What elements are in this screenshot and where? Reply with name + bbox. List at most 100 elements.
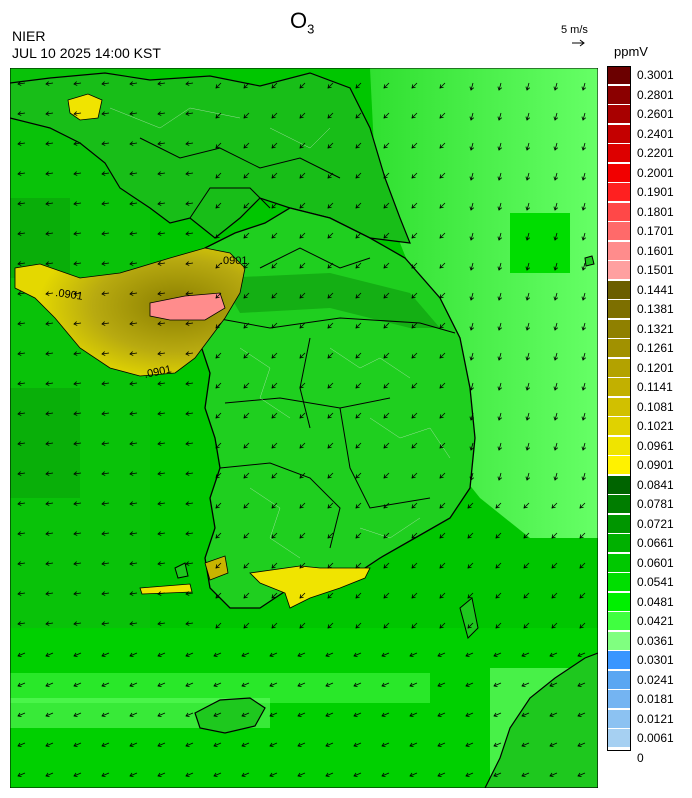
wind-arrowhead: [579, 504, 584, 509]
wind-vector: [269, 712, 278, 717]
wind-arrowhead: [469, 236, 475, 241]
wind-arrowhead: [469, 86, 475, 91]
wind-vector: [554, 442, 558, 451]
wind-vector: [582, 172, 586, 181]
wind-arrowhead: [525, 446, 531, 451]
legend-label: 0.1701: [637, 224, 674, 238]
wind-arrowhead: [45, 411, 50, 416]
wind-arrowhead: [129, 111, 134, 116]
wind-arrowhead: [581, 416, 587, 421]
wind-vector: [73, 442, 82, 445]
wind-vector: [73, 532, 82, 535]
province-boundary: [139, 137, 341, 179]
wind-vector: [185, 712, 194, 717]
wind-vector: [470, 412, 474, 421]
wind-arrowhead: [411, 594, 416, 599]
wind-vector: [470, 202, 474, 211]
wind-vector: [17, 472, 26, 475]
wind-vector: [383, 142, 390, 149]
wind-arrowhead: [243, 204, 248, 209]
wind-arrowhead: [551, 534, 556, 539]
wind-arrowhead: [521, 682, 526, 688]
wind-arrowhead: [437, 742, 442, 748]
wind-vector: [45, 442, 54, 445]
wind-vector: [355, 142, 362, 149]
wind-vector: [299, 232, 306, 239]
wind-vector: [101, 502, 110, 505]
wind-arrowhead: [495, 534, 500, 539]
wind-vector: [129, 562, 138, 565]
wind-vector: [73, 172, 82, 175]
wind-vector: [17, 742, 26, 747]
wind-arrowhead: [327, 264, 332, 269]
legend-label: 0.1081: [637, 399, 674, 414]
wind-arrowhead: [271, 174, 276, 179]
wind-arrowhead: [73, 682, 78, 688]
wind-vector: [157, 562, 166, 565]
wind-vector: [439, 232, 446, 239]
wind-vector: [271, 442, 278, 449]
wind-vector: [73, 502, 82, 505]
wind-arrowhead: [327, 474, 332, 479]
wind-arrowhead: [327, 594, 332, 599]
wind-arrowhead: [17, 321, 22, 326]
wind-arrowhead: [469, 296, 475, 301]
wind-arrowhead: [439, 84, 444, 89]
wind-arrowhead: [129, 531, 134, 536]
wind-arrowhead: [129, 381, 134, 386]
wind-vector: [383, 622, 390, 629]
wind-arrowhead: [553, 86, 559, 91]
wind-vector: [129, 532, 138, 535]
wind-vector: [549, 712, 558, 717]
wind-vector: [17, 112, 26, 115]
wind-vector: [129, 352, 138, 355]
wind-arrowhead: [185, 501, 190, 506]
wind-vector: [45, 322, 54, 325]
wind-vector: [353, 712, 362, 717]
wind-arrowhead: [327, 414, 332, 419]
wind-vector: [157, 652, 166, 657]
wind-arrowhead: [553, 446, 559, 451]
wind-vector: [185, 322, 194, 325]
wind-vector: [467, 622, 474, 629]
wind-arrowhead: [383, 564, 388, 569]
wind-arrowhead: [497, 116, 503, 121]
wind-arrowhead: [243, 294, 248, 299]
wind-vector: [439, 202, 446, 209]
wind-vector: [327, 412, 334, 419]
wind-arrowhead: [525, 296, 531, 301]
wind-vector: [411, 532, 418, 539]
wind-vector: [73, 772, 82, 777]
color-legend: 0.3001 0.2801 0.2601 0.2401 0.2201 0.2001 0.19…: [607, 66, 674, 768]
wind-arrowhead: [157, 201, 162, 206]
wind-vector: [157, 502, 166, 505]
wind-vector: [73, 232, 82, 235]
wind-vector: [582, 262, 586, 271]
wind-arrowhead: [381, 772, 386, 778]
wind-vector: [269, 682, 278, 687]
unit-label: ppmV: [614, 44, 648, 59]
legend-swatch: [607, 163, 631, 182]
wind-vector: [579, 502, 586, 509]
wind-arrowhead: [581, 296, 587, 301]
wind-arrowhead: [353, 652, 358, 658]
legend-label: 0.0061: [637, 731, 674, 745]
wind-arrowhead: [439, 564, 444, 569]
wind-arrowhead: [549, 682, 554, 688]
wind-vector: [498, 202, 502, 211]
wind-vector: [241, 742, 250, 747]
wind-vector: [215, 592, 222, 599]
wind-vector: [411, 172, 418, 179]
wind-vector: [383, 502, 390, 509]
wind-arrowhead: [215, 354, 220, 359]
wind-arrowhead: [469, 356, 475, 361]
wind-vector: [17, 622, 26, 625]
wind-vector: [45, 352, 54, 355]
wind-vector: [73, 112, 82, 115]
wind-arrowhead: [17, 171, 22, 176]
wind-vector: [327, 262, 334, 269]
wind-vector: [582, 472, 586, 481]
wind-vector: [243, 382, 250, 389]
wind-arrowhead: [465, 772, 470, 778]
legend-swatch: [607, 261, 631, 279]
